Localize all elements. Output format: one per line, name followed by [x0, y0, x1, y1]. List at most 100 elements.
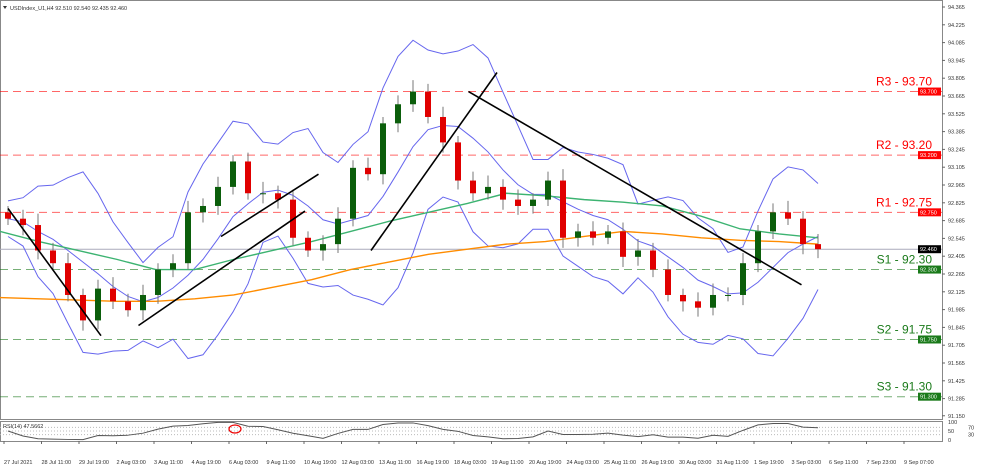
candle	[170, 263, 176, 270]
candle	[380, 123, 386, 175]
level-tag-text: 91.750	[920, 337, 937, 343]
plot-frame	[0, 0, 943, 420]
x-tick-label: 6 Aug 03:00	[229, 460, 258, 466]
candle	[755, 231, 761, 264]
candle	[770, 212, 776, 232]
candle	[590, 231, 596, 238]
y-tick-label: 93.805	[948, 76, 965, 82]
x-tick-label: 3 Sep 03:00	[792, 460, 822, 466]
candle	[635, 250, 641, 257]
candle	[80, 294, 86, 321]
candle	[110, 288, 116, 302]
y-tick-label: 93.245	[948, 147, 965, 153]
candle	[365, 167, 371, 175]
candle	[740, 263, 746, 295]
bollinger-middle	[7, 124, 819, 303]
candle	[725, 294, 731, 296]
y-tick-label: 91.705	[948, 343, 965, 349]
current-price-text: 92.460	[920, 247, 937, 253]
y-tick-label: 94.085	[948, 41, 965, 47]
x-tick-label: 7 Sep 23:00	[867, 460, 897, 466]
trendline	[370, 72, 498, 251]
level-tag-text: 91.300	[920, 395, 937, 401]
x-tick-label: 6 Sep 11:00	[829, 460, 858, 466]
y-tick-label: 92.545	[948, 236, 965, 242]
candle	[530, 199, 536, 206]
level-tag	[918, 208, 941, 217]
y-tick-label: 93.105	[948, 165, 965, 171]
candle	[680, 294, 686, 302]
x-tick-label: 13 Aug 11:00	[379, 460, 411, 466]
candle	[125, 301, 131, 311]
x-tick-label: 31 Aug 11:00	[717, 460, 749, 466]
candle	[470, 180, 476, 194]
y-tick-label: 93.525	[948, 112, 965, 118]
candle	[245, 161, 251, 194]
y-tick-label: 92.125	[948, 290, 965, 296]
candle	[335, 218, 341, 245]
level-tag-text: 92.750	[920, 210, 937, 216]
rsi-overbought-marker	[228, 424, 242, 434]
candle	[155, 269, 161, 295]
x-tick-label: 16 Aug 19:00	[417, 460, 449, 466]
rsi-label: RSI(14) 47.5662	[3, 424, 43, 430]
candle	[815, 244, 821, 250]
candle	[260, 193, 266, 195]
candle	[440, 116, 446, 143]
x-tick-label: 10 Aug 19:00	[304, 460, 336, 466]
trendline	[138, 210, 306, 327]
y-tick-label: 92.685	[948, 219, 965, 225]
candle	[425, 91, 431, 117]
level-tag	[918, 265, 941, 274]
candle	[5, 212, 11, 219]
level-label: R2 - 93.20	[876, 138, 932, 152]
x-tick-label: 24 Aug 03:00	[567, 460, 599, 466]
bollinger-upper	[7, 39, 819, 264]
candle	[605, 231, 611, 238]
candle	[695, 301, 701, 308]
trendline	[7, 208, 102, 337]
x-tick-label: 9 Sep 07:00	[904, 460, 934, 466]
x-tick-label: 12 Aug 03:00	[342, 460, 374, 466]
level-tag-text: 93.700	[920, 90, 937, 96]
y-tick-label: 91.285	[948, 397, 965, 403]
y-tick-label: 91.565	[948, 361, 965, 367]
x-tick-label: 2 Aug 03:00	[117, 460, 146, 466]
candle	[545, 180, 551, 200]
x-tick-label: 19 Aug 11:00	[492, 460, 524, 466]
candle	[560, 180, 566, 238]
candle	[95, 288, 101, 321]
level-label: S3 - 91.30	[877, 380, 933, 394]
rsi-axis-label: 0	[948, 438, 951, 444]
x-tick-label: 3 Aug 11:00	[154, 460, 183, 466]
y-tick-label: 94.225	[948, 23, 965, 29]
candle	[800, 218, 806, 245]
x-tick-label: 1 Sep 19:00	[754, 460, 784, 466]
candle	[320, 244, 326, 251]
bollinger-lower	[7, 196, 819, 360]
candle	[575, 231, 581, 238]
candle	[50, 250, 56, 264]
candle	[200, 205, 206, 213]
level-label: S1 - 92.30	[877, 253, 933, 267]
ma-orange-line	[0, 230, 819, 303]
candle	[35, 225, 41, 251]
header-ohlc: USDIndex_U1,H4 92.510 92.540 92.435 92.4…	[10, 6, 127, 12]
candle	[515, 199, 521, 206]
rsi-line	[7, 421, 819, 441]
level-tag	[918, 151, 941, 160]
x-tick-label: 25 Aug 11:00	[604, 460, 636, 466]
candle	[275, 193, 281, 200]
level-tag	[918, 392, 941, 401]
x-tick-label: 9 Aug 11:00	[267, 460, 296, 466]
y-tick-label: 92.825	[948, 201, 965, 207]
y-tick-label: 91.425	[948, 379, 965, 385]
level-label: R1 - 92.75	[876, 195, 932, 209]
y-tick-label: 92.405	[948, 254, 965, 260]
rsi-axis-label: 70	[968, 425, 974, 431]
candle	[710, 294, 716, 308]
y-tick-label: 92.965	[948, 183, 965, 189]
y-tick-label: 92.265	[948, 272, 965, 278]
